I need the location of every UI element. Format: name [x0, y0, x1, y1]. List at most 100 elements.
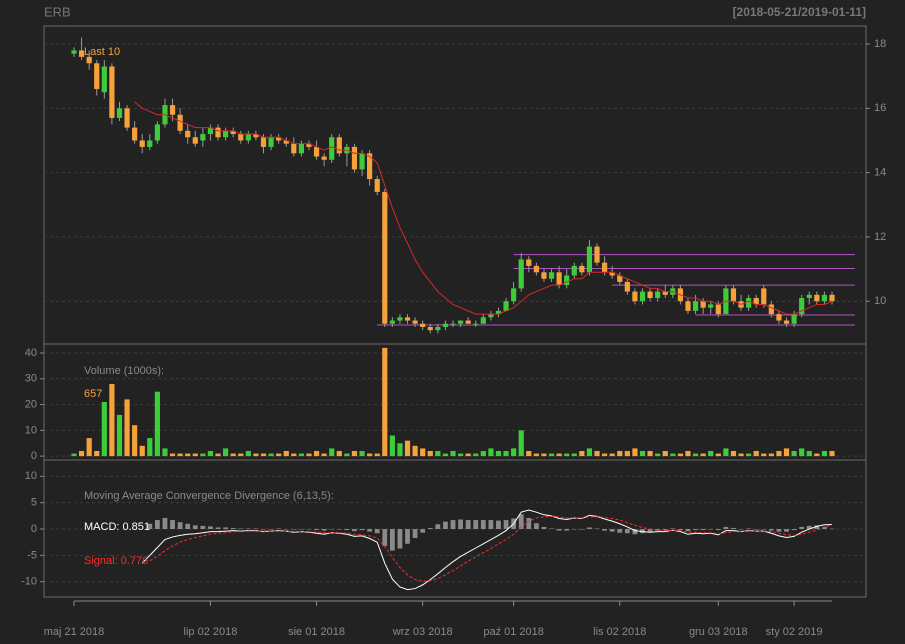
candle-body [298, 143, 304, 154]
volume-bar [465, 453, 471, 457]
candle-body [571, 265, 577, 276]
histogram-bar [162, 517, 168, 530]
candle-body [617, 275, 623, 282]
y-tick-label: -5 [27, 549, 37, 561]
candle-body [276, 137, 282, 141]
y-tick-label: 14 [874, 167, 886, 179]
histogram-bar [700, 529, 706, 531]
candle-body [397, 317, 403, 321]
candle-body [806, 294, 812, 299]
y-tick-label: 10 [25, 470, 37, 482]
volume-bar [169, 453, 176, 457]
candle-body [556, 272, 562, 286]
volume-bar [473, 453, 479, 457]
histogram-bar [215, 527, 221, 530]
candle-body [124, 108, 130, 128]
volume-bar [397, 443, 403, 457]
candle-body [268, 137, 274, 147]
candle-body [147, 140, 153, 147]
candle-body [374, 179, 380, 192]
histogram-bar [533, 523, 539, 530]
histogram-bar [496, 520, 501, 530]
volume-bar [450, 450, 456, 457]
candle-body [94, 63, 100, 90]
volume-bar [86, 438, 92, 457]
candle-body [632, 291, 638, 302]
candle-body [291, 143, 297, 154]
candle-body [420, 323, 426, 327]
candle-body [101, 66, 107, 93]
candle-body [783, 320, 790, 324]
histogram-bar [389, 529, 395, 551]
candle-body [132, 127, 138, 141]
candle-body [71, 50, 77, 54]
volume-bar [313, 450, 320, 457]
legend-label: MACD: 0.851 [84, 521, 150, 533]
histogram-bar [579, 529, 585, 530]
volume-bar [602, 453, 608, 457]
histogram-bar [208, 526, 213, 530]
candle-body [351, 146, 358, 170]
histogram-bar [587, 527, 592, 530]
histogram-bar [617, 529, 623, 533]
y-tick-label: 12 [874, 231, 886, 243]
histogram-bar [503, 520, 509, 530]
candle-body [245, 134, 251, 141]
histogram-bar [465, 520, 471, 530]
candle-body [412, 320, 418, 324]
histogram-bar [518, 514, 524, 530]
volume-bar [526, 450, 532, 457]
volume-bar [351, 450, 358, 457]
candle-body [253, 134, 259, 138]
candle-body [389, 320, 395, 324]
candle-body [435, 326, 441, 331]
histogram-bar [412, 529, 418, 538]
candle-body [480, 317, 486, 324]
volume-bar [132, 425, 138, 457]
histogram-bar [443, 521, 448, 530]
volume-bar [321, 453, 327, 457]
volume-bar [799, 448, 805, 457]
volume-bar [776, 450, 782, 457]
last-label: Last 10 [84, 46, 120, 58]
candle-body [450, 323, 456, 325]
candle-body [594, 246, 600, 263]
y-tick-label: 0 [31, 523, 37, 535]
histogram-bar [223, 527, 228, 530]
histogram-bar [367, 529, 373, 532]
histogram-bar [268, 529, 274, 530]
volume-bar [412, 445, 418, 457]
candle-body [799, 298, 805, 315]
volume-bar [71, 453, 77, 457]
candle-body [185, 130, 191, 138]
histogram-bar [473, 520, 479, 530]
date-range: [2018-05-21/2019-01-11] [733, 5, 866, 19]
volume-bar [700, 453, 706, 457]
volume-bar [783, 448, 790, 457]
candle-body [526, 259, 532, 266]
candle-body [313, 146, 320, 157]
histogram-bar [526, 517, 532, 530]
histogram-bar [480, 520, 486, 530]
volume-bar [420, 448, 426, 457]
histogram-bar [556, 529, 562, 531]
volume-bar [404, 440, 411, 457]
volume-bar [647, 450, 653, 457]
volume-bar [147, 438, 153, 457]
volume-bar [359, 450, 365, 457]
volume-bar [533, 453, 539, 457]
volume-bar [306, 453, 312, 457]
volume-bar [821, 450, 828, 457]
volume-bar [480, 450, 486, 457]
volume-bar [639, 450, 646, 457]
volume-bar [768, 453, 774, 457]
histogram-bar [488, 520, 494, 530]
histogram-bar [594, 528, 600, 530]
histogram-bar [541, 526, 547, 530]
moving-average [134, 101, 833, 315]
histogram-bar [723, 526, 729, 530]
histogram-bar [814, 525, 820, 530]
candle-body [746, 298, 752, 308]
x-tick-label: paź 01 2018 [483, 626, 544, 638]
histogram-bar [238, 528, 244, 530]
